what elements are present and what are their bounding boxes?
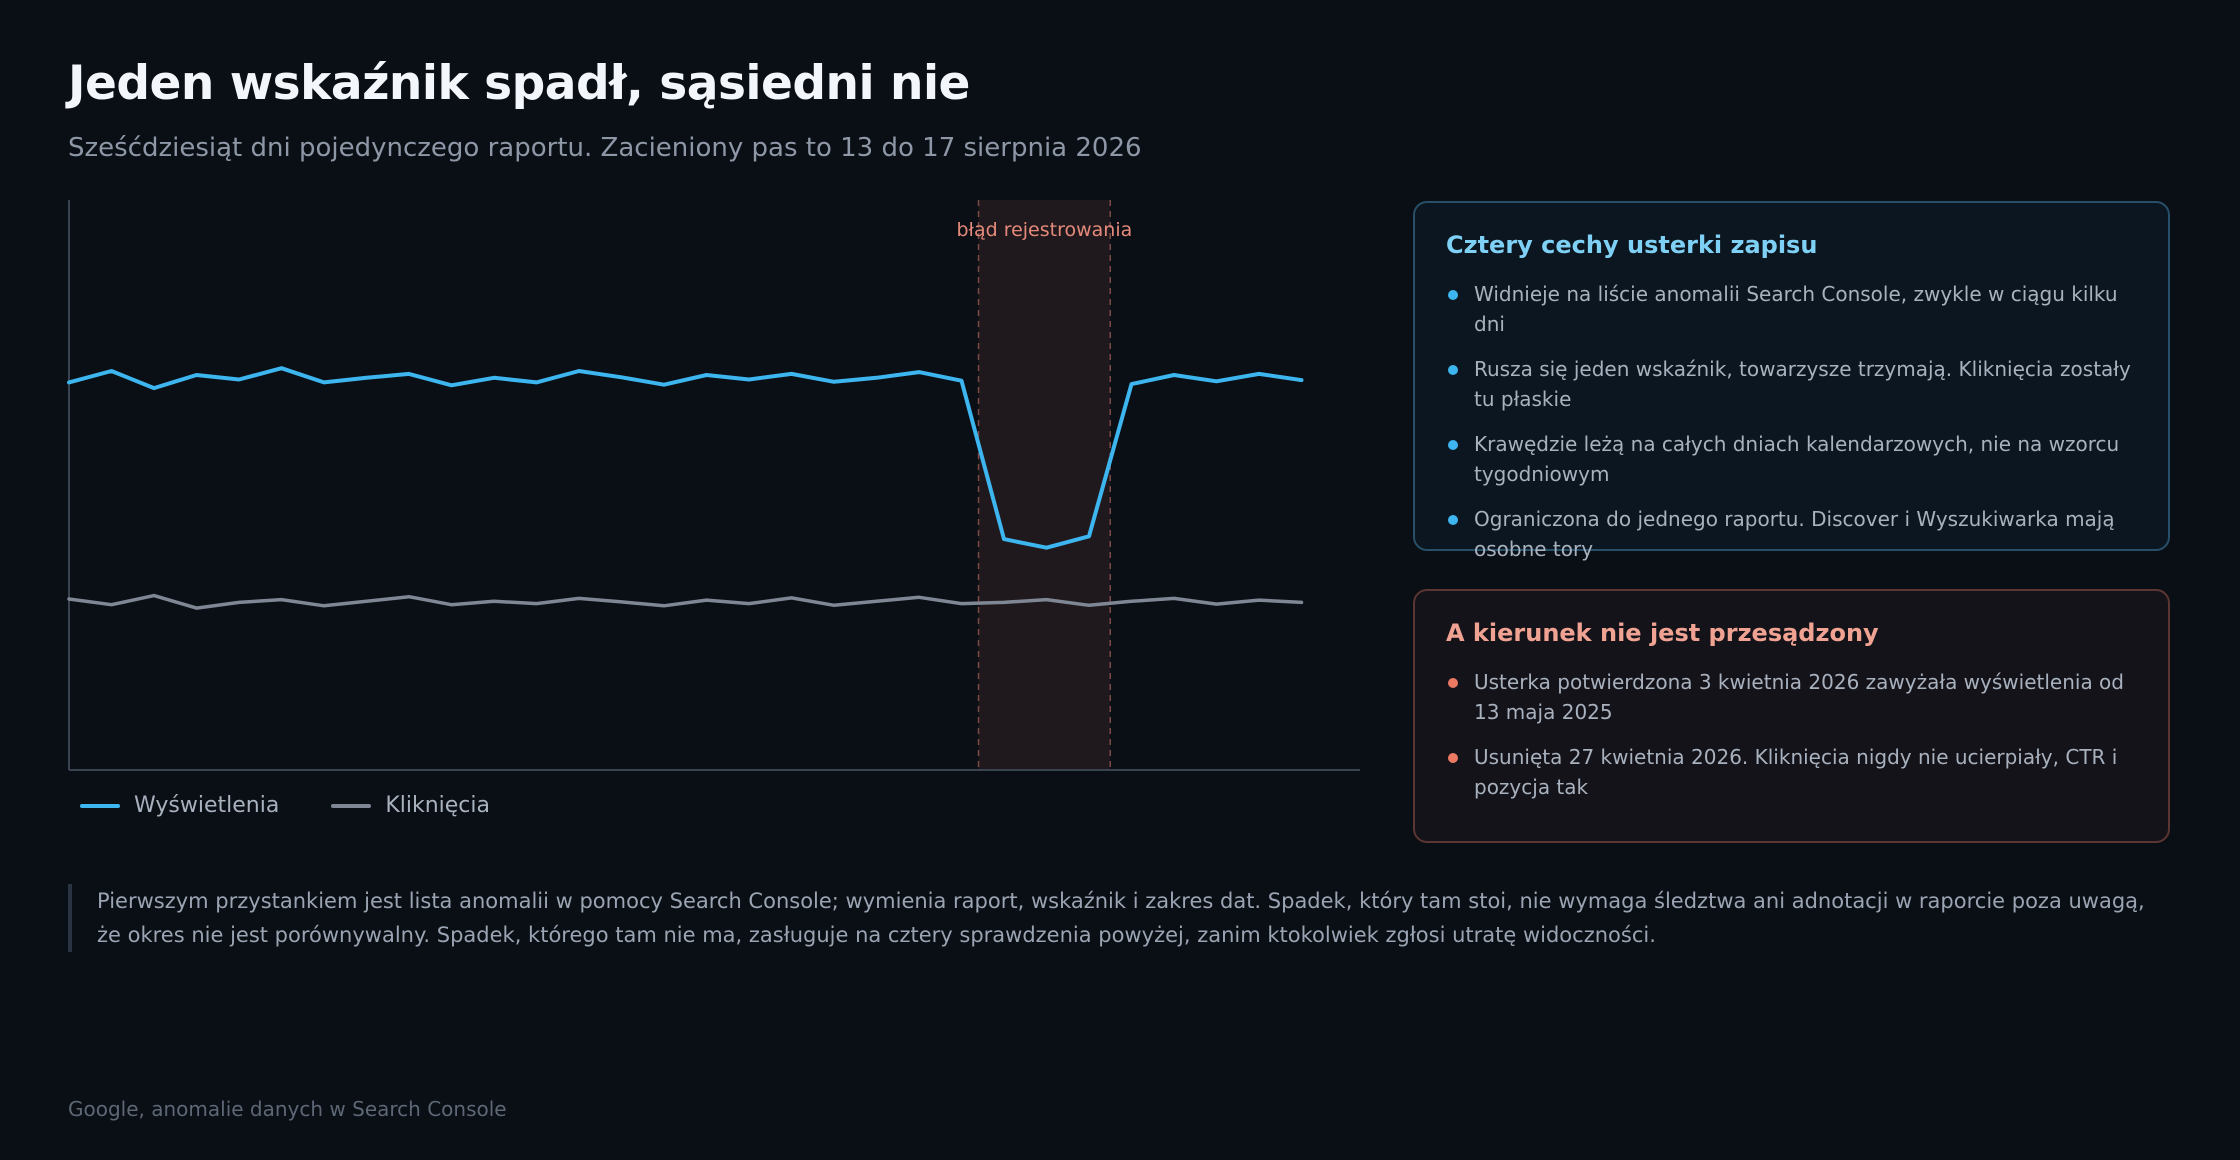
legend-item-klikniecia: Kliknięcia xyxy=(331,793,490,818)
explanatory-note: Pierwszym przystankiem jest lista anomal… xyxy=(68,884,2148,952)
legend-swatch-klikniecia xyxy=(331,803,372,808)
highlight-label: błąd rejestrowania xyxy=(956,219,1132,241)
card-usterka-cechy: Cztery cechy usterki zapisu Widnieje na … xyxy=(1413,201,2170,561)
card-list-item: Widnieje na liście anomalii Search Conso… xyxy=(1446,279,2138,339)
source-caption: Google, anomalie danych w Search Console xyxy=(68,1097,507,1121)
card-list: Widnieje na liście anomalii Search Conso… xyxy=(1446,279,2138,564)
legend-label-klikniecia: Kliknięcia xyxy=(385,793,490,818)
card-list: Usterka potwierdzona 3 kwietnia 2026 zaw… xyxy=(1446,667,2138,802)
card-list-item: Krawędzie leżą na całych dniach kalendar… xyxy=(1446,429,2138,489)
card-list-item: Usunięta 27 kwietnia 2026. Kliknięcia ni… xyxy=(1446,742,2138,802)
card-list-item: Ograniczona do jednego raportu. Discover… xyxy=(1446,504,2138,564)
card-list-item: Rusza się jeden wskaźnik, towarzysze trz… xyxy=(1446,354,2138,414)
legend-item-wyswietlenia: Wyświetlenia xyxy=(80,793,279,818)
line-chart: błąd rejestrowania xyxy=(67,200,1360,771)
card-kierunek: A kierunek nie jest przesądzony Usterka … xyxy=(1413,589,2170,843)
card-list-item: Usterka potwierdzona 3 kwietnia 2026 zaw… xyxy=(1446,667,2138,727)
page-title: Jeden wskaźnik spadł, sąsiedni nie xyxy=(68,56,970,111)
page-subtitle: Sześćdziesiąt dni pojedynczego raportu. … xyxy=(68,133,1142,163)
series-line-wyswietlenia xyxy=(67,366,1304,550)
card-title: Cztery cechy usterki zapisu xyxy=(1446,231,1818,259)
highlight-band xyxy=(978,200,1111,770)
series-line-klikniecia xyxy=(67,593,1304,610)
legend-swatch-wyswietlenia xyxy=(80,803,120,808)
legend-label-wyswietlenia: Wyświetlenia xyxy=(134,793,280,818)
card-title: A kierunek nie jest przesądzony xyxy=(1446,619,1879,647)
chart-legend: Wyświetlenia Kliknięcia xyxy=(80,793,490,818)
